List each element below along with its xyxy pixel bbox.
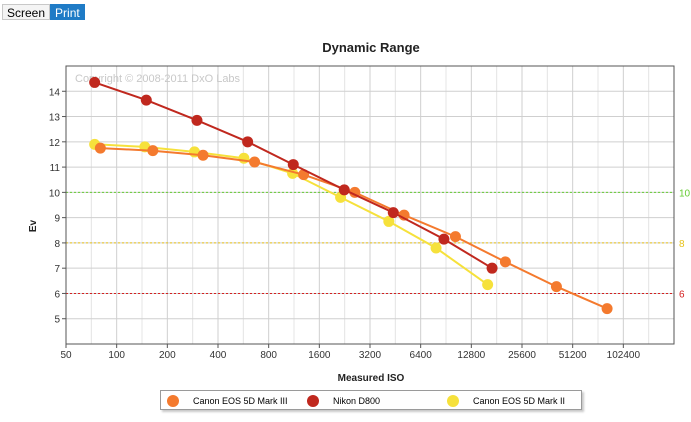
legend-label-canon-5d-mark-iii: Canon EOS 5D Mark III bbox=[193, 396, 288, 406]
data-point-nikon-d800 bbox=[387, 207, 399, 219]
y-tick-label: 8 bbox=[54, 239, 60, 250]
y-tick-label: 5 bbox=[54, 315, 60, 326]
legend-marker-nikon-d800 bbox=[307, 395, 319, 407]
x-tick-label: 800 bbox=[260, 350, 277, 361]
tab-screen[interactable]: Screen bbox=[2, 4, 51, 20]
data-point-nikon-d800 bbox=[287, 159, 299, 171]
x-tick-label: 1600 bbox=[308, 350, 331, 361]
legend-marker-canon-5d-mark-iii bbox=[167, 395, 179, 407]
dynamic-range-chart: Dynamic Range 50 100 200 400 800 1600 3200 6400… bbox=[28, 40, 691, 384]
tab-print[interactable]: Print bbox=[50, 4, 85, 20]
data-point-canon-eos-5d-mark-iii bbox=[249, 156, 261, 168]
x-tick-label: 102400 bbox=[607, 350, 641, 361]
y-tick-label: 11 bbox=[50, 163, 61, 174]
data-point-nikon-d800 bbox=[191, 114, 203, 126]
x-tick-label: 12800 bbox=[457, 350, 485, 361]
legend-label-canon-5d-mark-ii: Canon EOS 5D Mark II bbox=[473, 396, 566, 406]
x-tick-label: 3200 bbox=[359, 350, 382, 361]
data-point-nikon-d800 bbox=[338, 184, 350, 196]
data-point-canon-eos-5d-mark-ii bbox=[383, 215, 395, 227]
x-axis-label: Measured ISO bbox=[338, 373, 405, 384]
data-point-nikon-d800 bbox=[486, 262, 498, 274]
y-tick-label: 7 bbox=[54, 264, 60, 275]
x-tick-label: 51200 bbox=[559, 350, 587, 361]
legend-item-canon-5d-mark-iii[interactable]: Canon EOS 5D Mark III bbox=[167, 393, 288, 409]
data-point-canon-eos-5d-mark-iii bbox=[449, 231, 461, 243]
x-tick-label: 100 bbox=[108, 350, 125, 361]
x-tick-label: 25600 bbox=[508, 350, 536, 361]
legend-item-canon-5d-mark-ii[interactable]: Canon EOS 5D Mark II bbox=[447, 393, 565, 409]
reference-label-6: 6 bbox=[679, 289, 685, 300]
data-point-nikon-d800 bbox=[438, 233, 450, 245]
y-tick-label: 14 bbox=[49, 87, 61, 98]
y-axis-label: Ev bbox=[28, 219, 39, 232]
data-point-canon-eos-5d-mark-iii bbox=[601, 303, 613, 315]
reference-label-8: 8 bbox=[679, 239, 685, 250]
y-tick-label: 9 bbox=[54, 214, 60, 225]
data-point-canon-eos-5d-mark-iii bbox=[94, 142, 106, 154]
data-point-nikon-d800 bbox=[242, 136, 254, 148]
data-point-canon-eos-5d-mark-ii bbox=[430, 242, 442, 254]
y-tick-label: 13 bbox=[49, 113, 61, 124]
reference-label-10: 10 bbox=[679, 188, 691, 199]
data-point-canon-eos-5d-mark-ii bbox=[482, 279, 494, 291]
legend-marker-canon-5d-mark-ii bbox=[447, 395, 459, 407]
data-point-canon-eos-5d-mark-iii bbox=[197, 149, 209, 161]
data-point-nikon-d800 bbox=[140, 94, 152, 106]
view-tabs: Screen Print bbox=[2, 4, 85, 20]
legend-item-nikon-d800[interactable]: Nikon D800 bbox=[307, 393, 380, 409]
x-tick-label: 400 bbox=[210, 350, 227, 361]
x-tick-label: 50 bbox=[60, 350, 72, 361]
x-tick-label: 200 bbox=[159, 350, 176, 361]
watermark: Copyright © 2008-2011 DxO Labs bbox=[75, 73, 241, 85]
chart-title: Dynamic Range bbox=[322, 40, 420, 55]
data-point-canon-eos-5d-mark-iii bbox=[550, 281, 562, 293]
data-point-nikon-d800 bbox=[89, 76, 101, 88]
y-tick-label: 12 bbox=[49, 138, 61, 149]
x-tick-label: 6400 bbox=[410, 350, 433, 361]
data-point-canon-eos-5d-mark-iii bbox=[147, 145, 159, 157]
y-tick-label: 10 bbox=[49, 188, 61, 199]
plot-border bbox=[65, 65, 675, 345]
data-point-canon-eos-5d-mark-iii bbox=[499, 256, 511, 268]
chart-legend: Canon EOS 5D Mark III Nikon D800 Canon E… bbox=[160, 390, 582, 410]
legend-label-nikon-d800: Nikon D800 bbox=[333, 396, 381, 406]
y-tick-label: 6 bbox=[54, 289, 60, 300]
